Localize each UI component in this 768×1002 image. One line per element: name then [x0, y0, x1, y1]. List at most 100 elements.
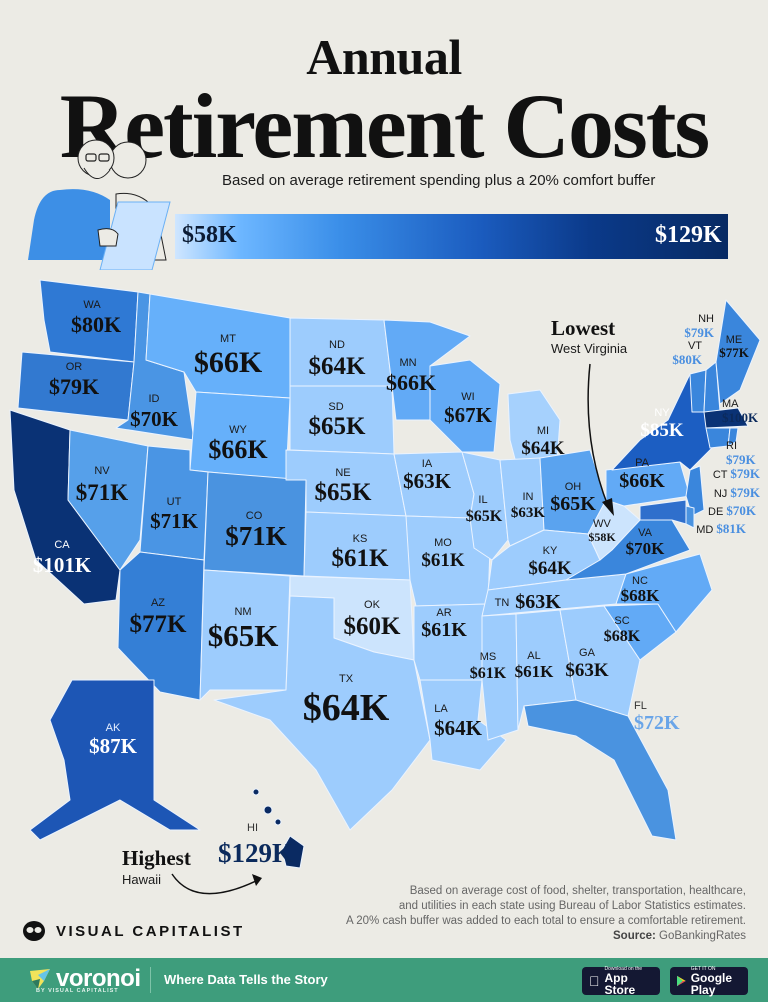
label-FL-abbr: FL	[634, 700, 647, 712]
label-AZ-value: $77K	[130, 611, 188, 638]
label-SD-abbr: SD	[328, 401, 343, 413]
label-LA-value: $64K	[434, 716, 483, 740]
color-scale-legend	[175, 214, 728, 259]
state-FL	[523, 699, 677, 841]
label-DE: DE $70K	[708, 503, 756, 518]
state-MA	[703, 407, 749, 429]
label-OH-value: $65K	[550, 493, 596, 515]
label-GA-value: $63K	[565, 660, 609, 681]
title-line-2: Retirement Costs	[59, 75, 710, 177]
label-NY-value: $85K	[640, 420, 684, 441]
label-NV-abbr: NV	[94, 465, 110, 477]
label-MA: MA $100K	[722, 398, 759, 425]
label-ME-value: $77K	[719, 345, 750, 360]
label-TX-value: $64K	[303, 687, 390, 729]
label-WV-abbr: WV	[593, 518, 611, 530]
label-AR-abbr: AR	[436, 607, 451, 619]
label-OK-abbr: OK	[364, 599, 381, 611]
label-IN-value: $63K	[511, 505, 546, 521]
label-RI: RI $79K	[726, 440, 756, 467]
label-ME-abbr: ME	[726, 334, 743, 346]
label-OR-abbr: OR	[66, 361, 83, 373]
state-ME	[715, 299, 761, 405]
label-AZ-abbr: AZ	[151, 597, 165, 609]
label-PA-abbr: PA	[635, 457, 650, 469]
label-CO-abbr: CO	[246, 510, 263, 522]
label-NJ: NJ $79K	[713, 485, 760, 500]
label-MO-abbr: MO	[434, 537, 452, 549]
label-OH-abbr: OH	[565, 481, 582, 493]
legend-min-label: $58K	[182, 222, 237, 248]
label-OK-value: $60K	[344, 613, 402, 640]
state-AK	[29, 679, 201, 841]
label-CO-value: $71K	[225, 521, 287, 551]
label-OR-value: $79K	[49, 374, 99, 399]
tagline: Where Data Tells the Story	[164, 972, 328, 987]
state-RI	[727, 427, 739, 447]
label-MO-value: $61K	[421, 550, 465, 571]
footer-bar: voronoi BY VISUAL CAPITALIST Where Data …	[0, 958, 768, 1002]
label-IN-abbr: IN	[523, 491, 534, 503]
label-CT: CT $79K	[712, 466, 760, 481]
label-LA-abbr: LA	[434, 703, 448, 715]
label-AK-value: $87K	[89, 734, 137, 758]
methodology-notes: Based on average cost of food, shelter, …	[346, 885, 746, 942]
label-IL-value: $65K	[466, 508, 503, 525]
label-MI-value: $64K	[521, 438, 565, 459]
label-WY-value: $66K	[208, 435, 268, 464]
lowest-callout-title: Lowest	[551, 316, 616, 340]
label-HI-value: $129K	[218, 838, 294, 868]
label-SC-value: $68K	[604, 628, 641, 645]
label-UT-abbr: UT	[167, 496, 182, 508]
label-VT: VT $80K	[672, 340, 702, 367]
retirees-illustration	[28, 139, 171, 270]
state-AZ	[117, 551, 205, 701]
google-play-icon	[677, 975, 686, 987]
label-TX-abbr: TX	[339, 673, 354, 685]
state-WA	[39, 279, 139, 363]
state-NM	[199, 569, 291, 701]
label-NV-value: $71K	[76, 480, 129, 505]
label-WA-value: $80K	[71, 312, 121, 337]
label-AR-value: $61K	[421, 619, 467, 641]
footer-divider	[150, 967, 151, 993]
label-PA-value: $66K	[619, 470, 665, 492]
apple-icon: 	[589, 973, 600, 989]
state-NV	[67, 429, 149, 571]
visual-capitalist-logo: VISUAL CAPITALIST	[22, 919, 245, 943]
label-WI-value: $67K	[444, 403, 493, 427]
label-MS-value: $61K	[470, 665, 507, 682]
label-WY-abbr: WY	[229, 424, 247, 436]
label-TN-abbr: TN	[495, 597, 510, 609]
label-CA-abbr: CA	[54, 539, 70, 551]
label-MD: MD $81K	[696, 521, 746, 536]
highest-callout-title: Highest	[122, 846, 191, 870]
label-GA-abbr: GA	[579, 647, 596, 659]
label-MN-abbr: MN	[399, 357, 416, 369]
label-IA-abbr: IA	[422, 458, 433, 470]
label-AL-abbr: AL	[527, 650, 540, 662]
label-WV-value: $58K	[588, 530, 616, 544]
label-NE-abbr: NE	[335, 467, 350, 479]
label-NM-abbr: NM	[234, 606, 251, 618]
label-KS-value: $61K	[332, 545, 390, 572]
us-choropleth-map: WA $80K OR $79K CA $101K ID $70K NV $71K…	[9, 279, 761, 869]
voronoi-icon	[30, 969, 50, 989]
label-MI-abbr: MI	[537, 425, 549, 437]
label-TN-value: $63K	[515, 591, 561, 613]
lowest-callout-state: West Virginia	[551, 341, 628, 356]
state-TX	[213, 595, 431, 831]
highest-arrow-icon	[171, 873, 262, 895]
label-KS-abbr: KS	[353, 533, 368, 545]
label-IL-abbr: IL	[478, 494, 487, 506]
label-VA-abbr: VA	[638, 527, 653, 539]
title-line-1: Annual	[306, 29, 462, 85]
label-WI-abbr: WI	[461, 391, 474, 403]
label-SC-abbr: SC	[614, 615, 629, 627]
label-IA-value: $63K	[403, 469, 452, 493]
voronoi-logo[interactable]: voronoi	[28, 965, 141, 993]
label-HI-abbr: HI	[247, 822, 258, 834]
google-play-button[interactable]: GET IT ON Google Play	[670, 966, 748, 996]
label-NE-value: $65K	[315, 479, 373, 506]
